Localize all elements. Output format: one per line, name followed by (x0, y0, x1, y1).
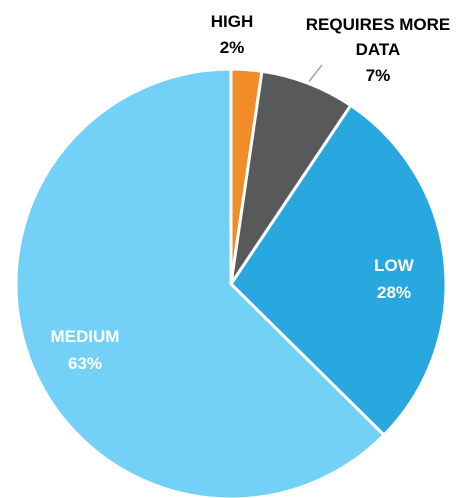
slice-percent-medium: 63% (68, 354, 102, 373)
slice-percent-high: 2% (220, 38, 245, 57)
pie-labels: HIGH 2% REQUIRES MORE DATA 7% LOW 28% ME… (51, 12, 451, 373)
pie-slice-medium (14, 67, 386, 498)
slice-label-high: HIGH (211, 12, 254, 31)
slice-percent-low: 28% (377, 283, 411, 302)
slice-label-low: LOW (374, 256, 415, 275)
slice-label-requires-more-data-line2: DATA (356, 40, 401, 59)
slice-percent-requires-more-data: 7% (366, 66, 391, 85)
pie-slices (14, 67, 448, 498)
pie-slice-low (229, 103, 448, 437)
slice-label-medium: MEDIUM (51, 327, 120, 346)
leader-line-requires-more-data (308, 64, 323, 82)
slice-label-requires-more-data-line1: REQUIRES MORE (306, 15, 451, 34)
